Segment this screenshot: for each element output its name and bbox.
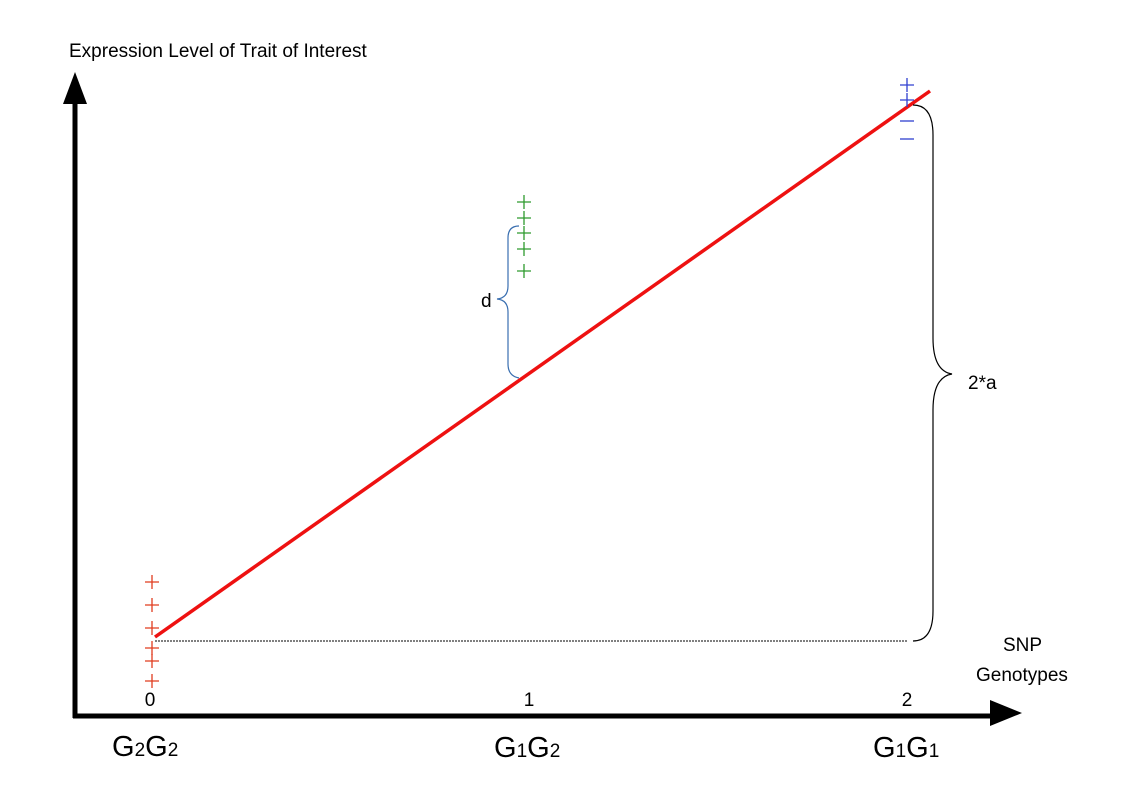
dominance-brace [496, 225, 520, 379]
group-2-markers [900, 78, 914, 140]
genotype-label-g1g2: G1G2 [494, 732, 560, 764]
plus-marker-icon [517, 264, 531, 278]
genotype-label-g1g1: G1G1 [873, 732, 939, 764]
plus-marker-icon [517, 226, 531, 240]
plus-marker-icon [517, 242, 531, 256]
genotype-code-1: 1 [524, 690, 535, 711]
group-0-markers [145, 575, 159, 688]
regression-line [153, 89, 932, 639]
genotype-code-0: 0 [145, 690, 156, 711]
group-1-markers [517, 195, 531, 278]
dominance-label: d [481, 291, 492, 312]
y-axis-arrow-icon [63, 72, 87, 104]
plus-marker-icon [517, 195, 531, 209]
genotype-code-2: 2 [902, 690, 913, 711]
x-axis-arrow-icon [990, 700, 1022, 726]
x-axis-title-line2: Genotypes [976, 665, 1068, 686]
plus-marker-icon [145, 641, 159, 655]
plus-marker-icon [145, 674, 159, 688]
y-axis-title: Expression Level of Trait of Interest [69, 41, 368, 62]
x-axis-title-line1: SNP [1003, 635, 1042, 656]
additive-brace [912, 104, 953, 642]
genotype-label-g2g2: G2G2 [112, 731, 178, 763]
plus-marker-icon [145, 654, 159, 668]
plus-marker-icon [900, 78, 914, 92]
plus-marker-icon [145, 621, 159, 635]
plus-marker-icon [900, 93, 914, 107]
plus-marker-icon [145, 575, 159, 589]
additive-label: 2*a [968, 373, 997, 394]
plus-marker-icon [145, 598, 159, 612]
plus-marker-icon [517, 211, 531, 225]
